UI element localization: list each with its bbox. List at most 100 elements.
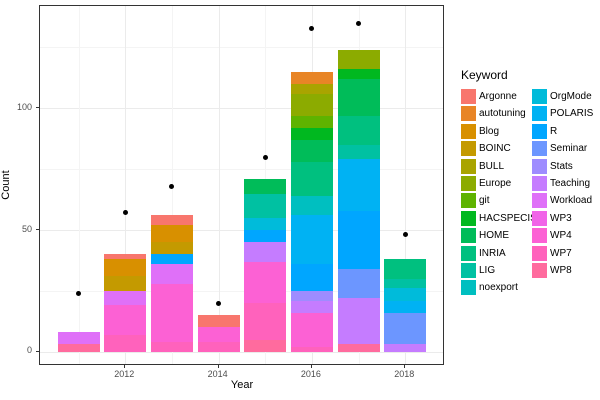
legend-item-label: INRIA (479, 247, 506, 259)
legend-swatch-POLARIS (532, 106, 547, 122)
bar-segment-2016-BULL (290, 83, 333, 94)
legend-item-label: Blog (479, 125, 500, 137)
legend-swatch-WP3 (532, 210, 547, 226)
total-point-2015 (262, 154, 268, 160)
x-tick-mark (217, 365, 219, 368)
bar-segment-2013-R (150, 254, 193, 265)
bar-segment-2012-Blog (104, 259, 147, 277)
bar-segment-2018-INRIA (384, 259, 427, 279)
legend-item-label: noexport (479, 282, 518, 294)
y-tick-label: 50 (21, 223, 32, 234)
legend-item-label: R (550, 125, 558, 137)
bar-segment-2015-WP4 (244, 261, 287, 303)
legend-item-label: Workload (550, 195, 593, 207)
legend-item-label: OrgMode (550, 91, 592, 102)
bar-segment-2016-INRIA (290, 161, 333, 196)
bar-segment-2015-WP8 (244, 339, 287, 352)
bar-segment-2016-WP7 (290, 346, 333, 352)
bar-segment-2015-Teaching (244, 242, 287, 262)
legend-swatch-WP4 (532, 228, 547, 244)
legend-item-label: POLARIS (550, 108, 594, 120)
bar-segment-2016-HACSPECIS (290, 127, 333, 140)
bar-segment-2017-Teaching (337, 298, 380, 345)
bar-segment-2014-WP4 (197, 327, 240, 342)
x-major-gridline (125, 6, 127, 364)
bar-segment-2018-Seminar (384, 312, 427, 345)
legend-swatch-R (532, 123, 547, 139)
legend-item-label: LIG (479, 264, 496, 276)
bar-segment-2015-LIG (244, 193, 287, 218)
bar-segment-2016-git (290, 115, 333, 128)
y-tick-label: 0 (26, 345, 32, 356)
total-point-2018 (402, 232, 408, 238)
bar-segment-2016-POLARIS (290, 215, 333, 265)
legend-item-label: Europe (479, 177, 512, 189)
legend-item-label: WP7 (550, 247, 572, 259)
bar-segment-2017-HOME (337, 79, 380, 116)
total-point-2014 (216, 300, 222, 306)
x-tick-label: 2014 (207, 369, 228, 379)
bar-segment-2017-Seminar (337, 268, 380, 299)
legend-item-label: BULL (479, 160, 505, 172)
bar-segment-2017-POLARIS (337, 159, 380, 211)
bar-segment-2015-OrgMode (244, 217, 287, 230)
legend-item-label: WP3 (550, 212, 572, 224)
bar-segment-2016-Stats (290, 290, 333, 301)
y-tick-mark (36, 229, 39, 230)
legend-swatch-WP8 (532, 262, 547, 278)
y-major-gridline (40, 351, 443, 353)
bar-segment-2018-POLARIS (384, 300, 427, 313)
bar-segment-2017-LIG (337, 144, 380, 160)
bar-segment-2015-WP7 (244, 303, 287, 340)
bar-segment-2016-Europe (290, 93, 333, 116)
legend-item-label: Stats (550, 160, 573, 172)
legend-swatch-Seminar (532, 141, 547, 157)
legend-item-label: WP4 (550, 230, 572, 242)
legend-item-label: HOME (479, 230, 509, 242)
bar-segment-2011-Workload (57, 332, 100, 345)
bar-segment-2016-noexport (290, 195, 333, 216)
bar-segment-2015-R (244, 230, 287, 243)
legend-item-label: git (479, 195, 490, 207)
bar-segment-2012-WP4 (104, 305, 147, 335)
total-point-2012 (122, 210, 128, 216)
bar-segment-2012-BOINC (104, 276, 147, 291)
legend-swatch-INRIA (461, 245, 476, 261)
legend-swatch-HOME (461, 228, 476, 244)
x-tick-label: 2012 (114, 369, 135, 379)
x-major-gridline (405, 6, 407, 364)
y-tick-mark (36, 350, 39, 352)
legend-swatch-autotuning (461, 106, 476, 122)
legend-title: Keyword (461, 68, 508, 82)
x-minor-gridline (78, 6, 80, 364)
bar-segment-2013-BOINC (150, 242, 193, 255)
total-point-2017 (356, 20, 362, 26)
y-tick-mark (36, 107, 39, 109)
legend-swatch-OrgMode (532, 89, 547, 104)
y-minor-gridline (40, 47, 443, 49)
legend-swatch-Stats (532, 158, 547, 174)
legend-swatch-Europe (461, 175, 476, 191)
x-major-gridline (218, 6, 220, 364)
bar-segment-2015-HOME (244, 178, 287, 194)
plot-panel (39, 5, 444, 365)
x-tick-mark (404, 365, 406, 368)
x-tick-label: 2016 (300, 369, 321, 379)
bar-segment-2016-WP4 (290, 312, 333, 347)
bar-segment-2018-Teaching (384, 344, 427, 352)
bar-segment-2017-WP8 (337, 344, 380, 352)
bar-segment-2017-R (337, 210, 380, 269)
bar-segment-2018-OrgMode (384, 288, 427, 301)
y-minor-gridline (40, 169, 443, 171)
legend-item-label: WP8 (550, 264, 572, 276)
x-axis-title: Year (230, 379, 254, 391)
total-point-2013 (169, 183, 175, 189)
x-tick-label: 2018 (394, 369, 415, 379)
legend-swatch-LIG (461, 262, 476, 278)
bar-segment-2013-Blog (150, 225, 193, 243)
legend-swatch-git (461, 193, 476, 209)
bar-segment-2014-WP7 (197, 341, 240, 352)
legend-item-label: Teaching (550, 177, 591, 189)
legend-swatch-Blog (461, 123, 476, 139)
